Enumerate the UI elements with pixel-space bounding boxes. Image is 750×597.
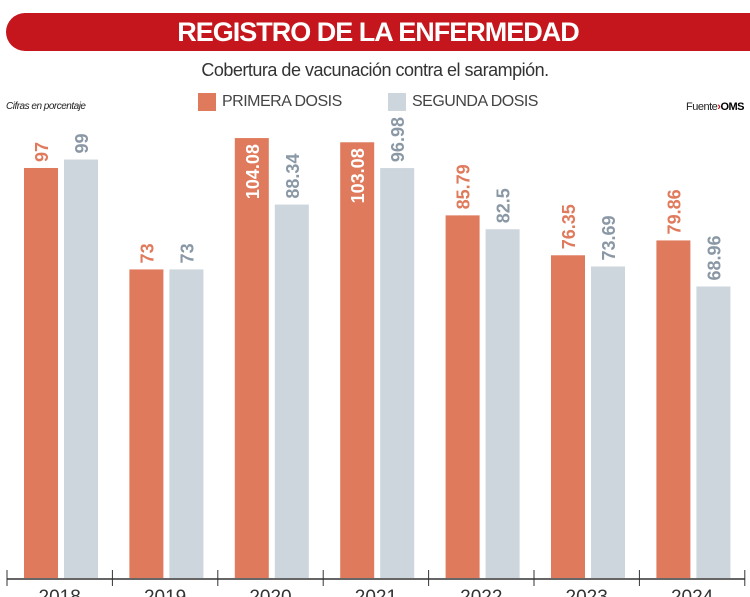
bar-primera-2021: [340, 142, 375, 579]
bar-segunda-2023: [591, 266, 625, 578]
data-label-segunda-2020: 88.34: [283, 154, 303, 199]
source: Fuente›OMS: [686, 101, 744, 113]
data-label-primera-2023: 76.35: [559, 204, 579, 249]
source-arrow-icon: ›: [717, 101, 721, 113]
legend-swatch-segunda: [388, 93, 406, 111]
bar-segunda-2024: [696, 286, 731, 578]
bar-primera-2020: [234, 138, 269, 578]
bar-primera-2018: [24, 167, 58, 578]
legend-primera: PRIMERA DOSIS: [198, 93, 342, 111]
x-tick-label-2023: 2023: [566, 587, 608, 597]
subtitle: Cobertura de vacunación contra el saramp…: [201, 60, 549, 80]
data-label-segunda-2024: 68.96: [704, 235, 724, 280]
data-label-primera-2019: 73: [137, 243, 157, 263]
x-tick-label-2018: 2018: [39, 587, 81, 597]
x-tick-label-2019: 2019: [144, 587, 186, 597]
data-label-segunda-2019: 73: [177, 243, 197, 263]
bar-segunda-2022: [485, 229, 520, 578]
units-note: Cifras en porcentaje: [6, 101, 86, 112]
bar-primera-2024: [656, 240, 691, 579]
legend-label-primera: PRIMERA DOSIS: [222, 93, 342, 110]
bar-segunda-2021: [380, 168, 415, 578]
data-label-segunda-2023: 73.69: [599, 215, 619, 260]
source-name: OMS: [720, 101, 744, 113]
title-banner: REGISTRO DE LA ENFERMEDAD: [6, 13, 750, 51]
legend-swatch-primera: [198, 93, 216, 111]
bar-segunda-2018: [64, 159, 98, 579]
bar-primera-2023: [551, 255, 585, 578]
legend-segunda: SEGUNDA DOSIS: [388, 93, 538, 111]
data-label-primera-2020: 104.08: [243, 144, 263, 199]
x-tick-label-2020: 2020: [249, 587, 291, 597]
bar-segunda-2020: [274, 204, 309, 578]
x-tick-label-2021: 2021: [355, 587, 397, 597]
data-label-segunda-2018: 99: [72, 133, 92, 153]
legend-label-segunda: SEGUNDA DOSIS: [412, 93, 538, 110]
data-label-primera-2022: 85.79: [454, 164, 474, 209]
data-label-primera-2021: 103.08: [348, 148, 368, 203]
x-tick-label-2022: 2022: [460, 587, 502, 597]
data-label-primera-2024: 79.86: [664, 189, 684, 234]
source-label: Fuente: [686, 101, 718, 113]
data-label-segunda-2021: 96.98: [388, 117, 408, 162]
bar-primera-2022: [445, 215, 480, 579]
x-tick-label-2024: 2024: [671, 587, 714, 597]
data-label-primera-2018: 97: [32, 142, 52, 162]
data-label-segunda-2022: 82.5: [494, 188, 514, 223]
bar-segunda-2019: [169, 269, 204, 578]
bar-primera-2019: [129, 269, 164, 578]
